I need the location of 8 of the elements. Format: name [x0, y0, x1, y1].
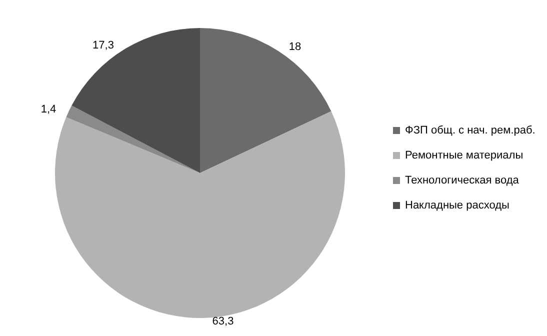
data-label: 63,3 [212, 316, 234, 328]
data-label: 1,4 [40, 104, 56, 116]
legend-label: Ремонтные материалы [405, 150, 524, 162]
data-label: 17,3 [92, 39, 114, 52]
legend-label: Накладные расходы [405, 200, 510, 212]
data-label: 18 [288, 41, 302, 54]
legend-label: ФЗП общ. с нач. рем.раб. [405, 124, 536, 136]
legend-label: Технологическая вода [405, 174, 520, 186]
